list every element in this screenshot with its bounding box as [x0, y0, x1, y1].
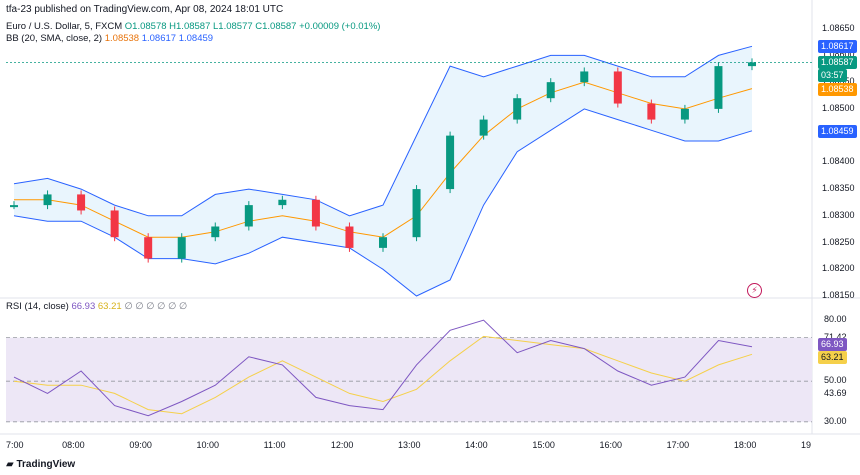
time-tick-label: 18:00 — [733, 440, 757, 450]
time-tick-label: 14:00 — [465, 440, 488, 450]
time-tick-label: 11:00 — [263, 440, 286, 450]
candle-body — [479, 119, 488, 136]
time-tick-label: 09:00 — [129, 440, 152, 450]
candle-body — [278, 199, 287, 206]
bb-legend: BB (20, SMA, close, 2) 1.08538 1.08617 1… — [6, 33, 213, 45]
candle-body — [345, 226, 354, 248]
symbol-legend: Euro / U.S. Dollar, 5, FXCM O1.08578 H1.… — [6, 21, 380, 33]
candle-body — [244, 205, 253, 227]
rsi-label: RSI (14, close) — [6, 301, 69, 312]
bb-basis-value: 1.08538 — [104, 33, 140, 44]
time-tick-label: 10:00 — [196, 440, 220, 450]
time-tick-label: 17:00 — [666, 440, 690, 450]
candle-body — [647, 103, 656, 120]
rsi-line — [13, 319, 753, 417]
candle-body — [110, 210, 119, 238]
candle-body — [177, 237, 186, 259]
price-tag: 1.08538 — [818, 82, 857, 96]
bb-fill — [14, 46, 752, 297]
rsi-extra-values: ∅ ∅ ∅ ∅ ∅ ∅ — [124, 301, 188, 312]
price-tick-label: 1.08200 — [822, 263, 855, 274]
rsi-legend: RSI (14, close) 66.93 63.21 ∅ ∅ ∅ ∅ ∅ ∅ — [6, 301, 187, 313]
bb-upper-line — [13, 45, 753, 217]
candle-body — [379, 237, 387, 248]
rsi-tick-label: 71.42 — [824, 331, 847, 342]
rsi-tick-label: 43.69 — [824, 387, 847, 398]
bb-label: BB (20, SMA, close, 2) — [6, 33, 103, 44]
tradingview-logo[interactable]: ▰ TradingView — [6, 459, 75, 471]
candle-body — [43, 194, 52, 206]
rsi-ma-line — [13, 335, 753, 415]
price-tick-label: 1.08150 — [822, 290, 855, 300]
ohlc-values: O1.08578 H1.08587 L1.08577 C1.08587 +0.0… — [124, 21, 381, 32]
price-tick-label: 1.08250 — [822, 236, 855, 247]
candle-body — [77, 194, 86, 211]
tradingview-logo-text: TradingView — [16, 459, 76, 470]
bb-upper-value: 1.08617 — [141, 33, 177, 44]
candle-body — [580, 71, 589, 83]
tradingview-logo-icon: ▰ — [6, 459, 14, 470]
bb-lower-value: 1.08459 — [178, 33, 214, 44]
candle-body — [748, 62, 756, 67]
price-tag: 1.08587 — [818, 56, 857, 70]
time-tick-label: 15:00 — [532, 440, 555, 450]
price-tick-label: 1.08300 — [822, 209, 855, 220]
price-tag: 1.08617 — [818, 40, 857, 54]
price-tick-label: 1.08500 — [822, 102, 855, 113]
candle-body — [513, 98, 522, 120]
candle-body — [446, 135, 455, 190]
symbol-name: Euro / U.S. Dollar, 5, FXCM — [6, 21, 123, 32]
price-tick-label: 1.08650 — [822, 22, 855, 33]
bb-lower-line — [13, 108, 753, 297]
time-tick-label: 7:00 — [6, 440, 24, 450]
rsi-ma-value: 63.21 — [97, 301, 122, 312]
candle-body — [680, 108, 689, 120]
lightning-icon[interactable]: ⚡ — [747, 283, 762, 298]
time-tick-label: 16:00 — [599, 440, 623, 450]
time-tick-label: 13:00 — [398, 440, 421, 450]
price-tick-label: 1.08350 — [822, 183, 855, 194]
candle-body — [613, 71, 622, 104]
countdown-tag: 03:57 — [818, 69, 847, 83]
candle-body — [546, 82, 555, 99]
rsi-tick-label: 30.00 — [824, 415, 847, 426]
rsi-value: 66.93 — [71, 301, 96, 312]
rsi-tag: 66.93 — [818, 337, 847, 351]
candle-body — [412, 189, 421, 238]
price-tick-label: 1.08600 — [822, 49, 855, 60]
time-tick-label: 08:00 — [62, 440, 85, 450]
time-tick-label: 19 — [801, 440, 812, 450]
rsi-tick-label: 80.00 — [824, 314, 847, 325]
rsi-tag: 63.21 — [818, 351, 847, 365]
candle-body — [714, 66, 723, 109]
candle-body — [144, 237, 153, 259]
candle-body — [10, 205, 18, 208]
published-header: tfa-23 published on TradingView.com, Apr… — [6, 4, 284, 15]
price-tick-label: 1.08400 — [822, 156, 855, 167]
price-tag: 1.08459 — [818, 124, 857, 138]
rsi-tick-label: 50.00 — [824, 375, 847, 386]
candle-body — [311, 199, 320, 227]
candle-body — [211, 226, 220, 238]
time-tick-label: 12:00 — [330, 440, 354, 450]
